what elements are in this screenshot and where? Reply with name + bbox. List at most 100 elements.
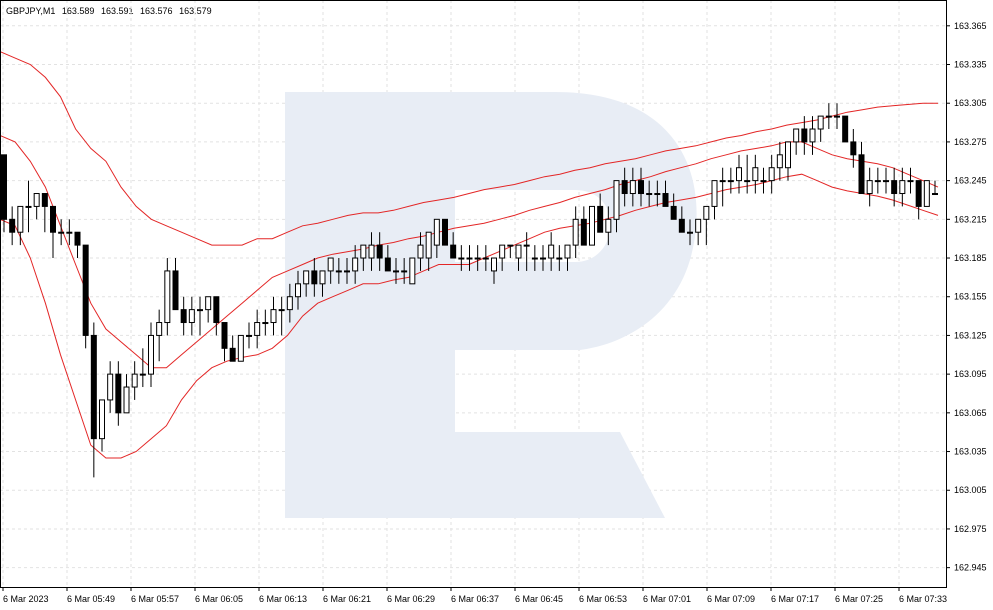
x-tick-label: 6 Mar 07:17 — [771, 594, 819, 604]
candle — [825, 103, 832, 130]
candle-body-bull — [825, 115, 832, 118]
candle — [907, 167, 914, 194]
candle — [17, 205, 24, 246]
open-value: 163.589 — [61, 6, 95, 16]
candle — [719, 167, 726, 207]
candle — [597, 193, 604, 233]
y-tick-label: 162.945 — [954, 563, 987, 573]
candle — [82, 244, 89, 349]
candle-body-bull — [188, 309, 195, 324]
x-tick-label: 6 Mar 06:13 — [259, 594, 307, 604]
candle-body-bull — [531, 257, 538, 260]
candle — [99, 399, 105, 452]
candle-body-bear — [180, 309, 187, 324]
candle — [344, 258, 350, 284]
price-axis[interactable]: 163.365 163.335 163.305 163.275 163.245 163.2… — [946, 21, 987, 573]
candle — [515, 244, 522, 271]
y-tick-label: 162.975 — [954, 524, 987, 534]
candle — [417, 232, 424, 271]
y-tick-label: 163.125 — [954, 330, 987, 340]
y-tick-label: 163.005 — [954, 485, 987, 495]
symbol-label: GBPJPY,M1 — [6, 6, 56, 16]
candle-body-bull — [156, 322, 163, 336]
candle-body-bear — [662, 193, 669, 207]
candle — [295, 270, 301, 310]
candle — [703, 205, 710, 246]
candle — [482, 245, 489, 271]
candle — [776, 141, 783, 181]
candle-body-bull — [148, 334, 154, 375]
candle — [548, 232, 555, 271]
candle — [213, 296, 220, 336]
candle — [866, 167, 873, 207]
candle — [654, 180, 661, 207]
candle-body-bull — [727, 180, 734, 183]
candle — [711, 180, 718, 220]
candle-body-bull — [205, 296, 212, 311]
candle — [744, 154, 751, 194]
candle — [785, 141, 791, 181]
candle — [932, 180, 938, 196]
candle-body-bull — [923, 180, 930, 207]
candle — [352, 245, 359, 284]
candle-body-bear — [1, 154, 7, 220]
candle — [474, 245, 481, 271]
candle — [752, 154, 759, 194]
candle-body-bear — [229, 347, 236, 362]
candle-body-bull — [687, 231, 693, 234]
candle-body-bear — [678, 218, 685, 233]
candle-body-bull — [932, 193, 938, 196]
candle-body-bull — [883, 180, 889, 183]
candle — [589, 205, 595, 246]
candle-body-bull — [523, 244, 530, 247]
candle — [115, 361, 122, 426]
candle-body-bull — [613, 180, 620, 220]
candle-body-bull — [491, 257, 497, 272]
candle-body-bull — [564, 244, 571, 259]
candle-body-bull — [874, 180, 881, 183]
candle-body-bull — [776, 154, 783, 169]
candle — [883, 167, 889, 194]
candle — [74, 231, 81, 259]
candle — [50, 205, 56, 259]
y-tick-label: 163.035 — [954, 447, 987, 457]
candle-body-bull — [368, 244, 375, 259]
candle-body-bear — [858, 154, 865, 195]
candle-body-bull — [58, 231, 65, 234]
candle — [687, 219, 693, 246]
candle — [246, 322, 252, 349]
time-axis[interactable]: 6 Mar 2023 6 Mar 05:49 6 Mar 05:57 6 Mar 06… — [2, 587, 947, 604]
candle — [90, 322, 97, 478]
candle-body-bull — [629, 180, 636, 195]
candle-body-bull — [139, 373, 146, 376]
candle-body-bull — [425, 231, 432, 259]
candle-body-bull — [433, 218, 440, 246]
candle — [670, 193, 677, 220]
candle — [1, 154, 7, 233]
candle — [401, 258, 408, 284]
candle-body-bear — [376, 244, 383, 259]
y-tick-label: 163.095 — [954, 369, 987, 379]
candle-body-bull — [99, 399, 105, 440]
candle — [662, 180, 669, 207]
band-middle — [0, 135, 939, 369]
candles — [1, 103, 938, 478]
candle-body-bull — [131, 373, 138, 388]
candle-body-bull — [752, 167, 759, 182]
candle-body-bear — [82, 244, 89, 336]
candle — [262, 309, 269, 336]
candle-body-bear — [801, 128, 808, 143]
candle — [286, 283, 293, 323]
candle-body-bull — [262, 322, 269, 325]
candle — [556, 245, 563, 271]
candle — [433, 218, 440, 259]
candle-body-bear — [50, 205, 56, 233]
candle — [384, 245, 391, 272]
candle-body-bull — [417, 244, 424, 259]
candle-body-bull — [25, 205, 32, 208]
y-tick-label: 163.365 — [954, 21, 987, 31]
low-value: 163.576 — [140, 6, 173, 16]
candle — [335, 258, 342, 284]
candle-body-bear — [597, 205, 604, 233]
